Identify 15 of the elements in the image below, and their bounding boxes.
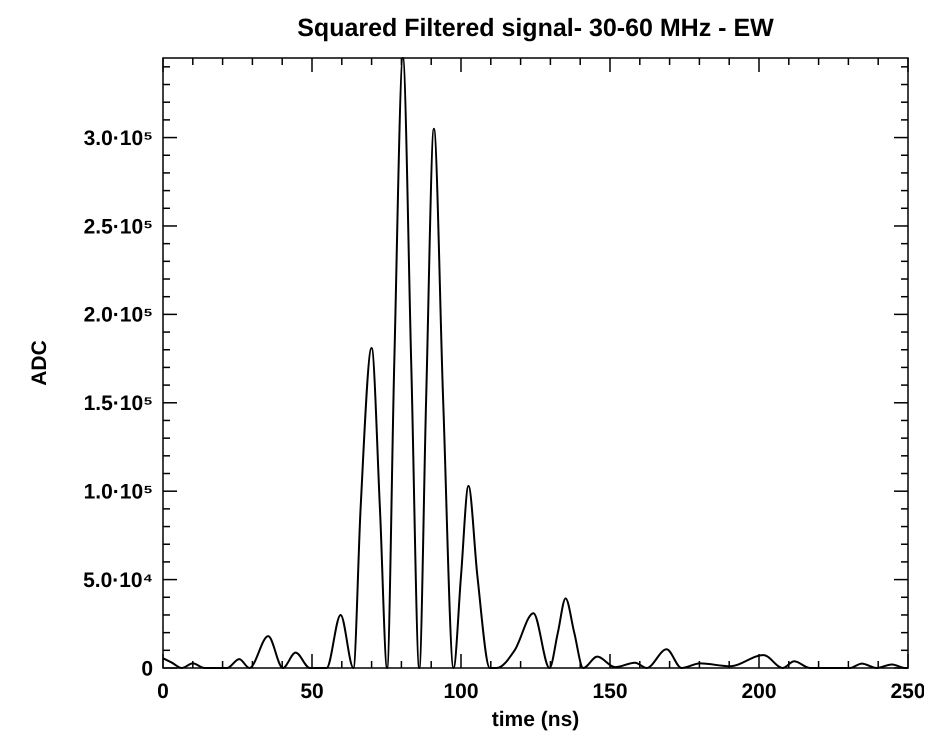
y-tick-label: 3.0·10⁵ xyxy=(84,126,153,150)
chart-title: Squared Filtered signal- 30-60 MHz - EW xyxy=(297,14,774,42)
x-tick-label: 150 xyxy=(592,680,628,703)
y-axis-title: ADC xyxy=(28,340,51,386)
x-axis-title: time (ns) xyxy=(492,708,580,731)
y-tick-label: 5.0·10⁴ xyxy=(83,568,153,592)
y-tick-label: 0 xyxy=(141,657,153,680)
x-tick-label: 100 xyxy=(443,680,479,703)
x-tick-label: 50 xyxy=(300,680,324,703)
y-tick-label: 2.5·10⁵ xyxy=(84,215,153,238)
x-tick-label: 200 xyxy=(741,680,777,703)
y-tick-label: 2.0·10⁵ xyxy=(84,304,153,327)
x-tick-label: 0 xyxy=(157,680,169,703)
y-tick-label: 1.5·10⁵ xyxy=(84,392,153,416)
y-tick-label: 1.0·10⁵ xyxy=(84,480,153,504)
